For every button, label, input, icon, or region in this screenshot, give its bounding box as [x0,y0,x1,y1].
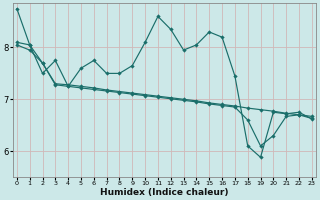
X-axis label: Humidex (Indice chaleur): Humidex (Indice chaleur) [100,188,228,197]
